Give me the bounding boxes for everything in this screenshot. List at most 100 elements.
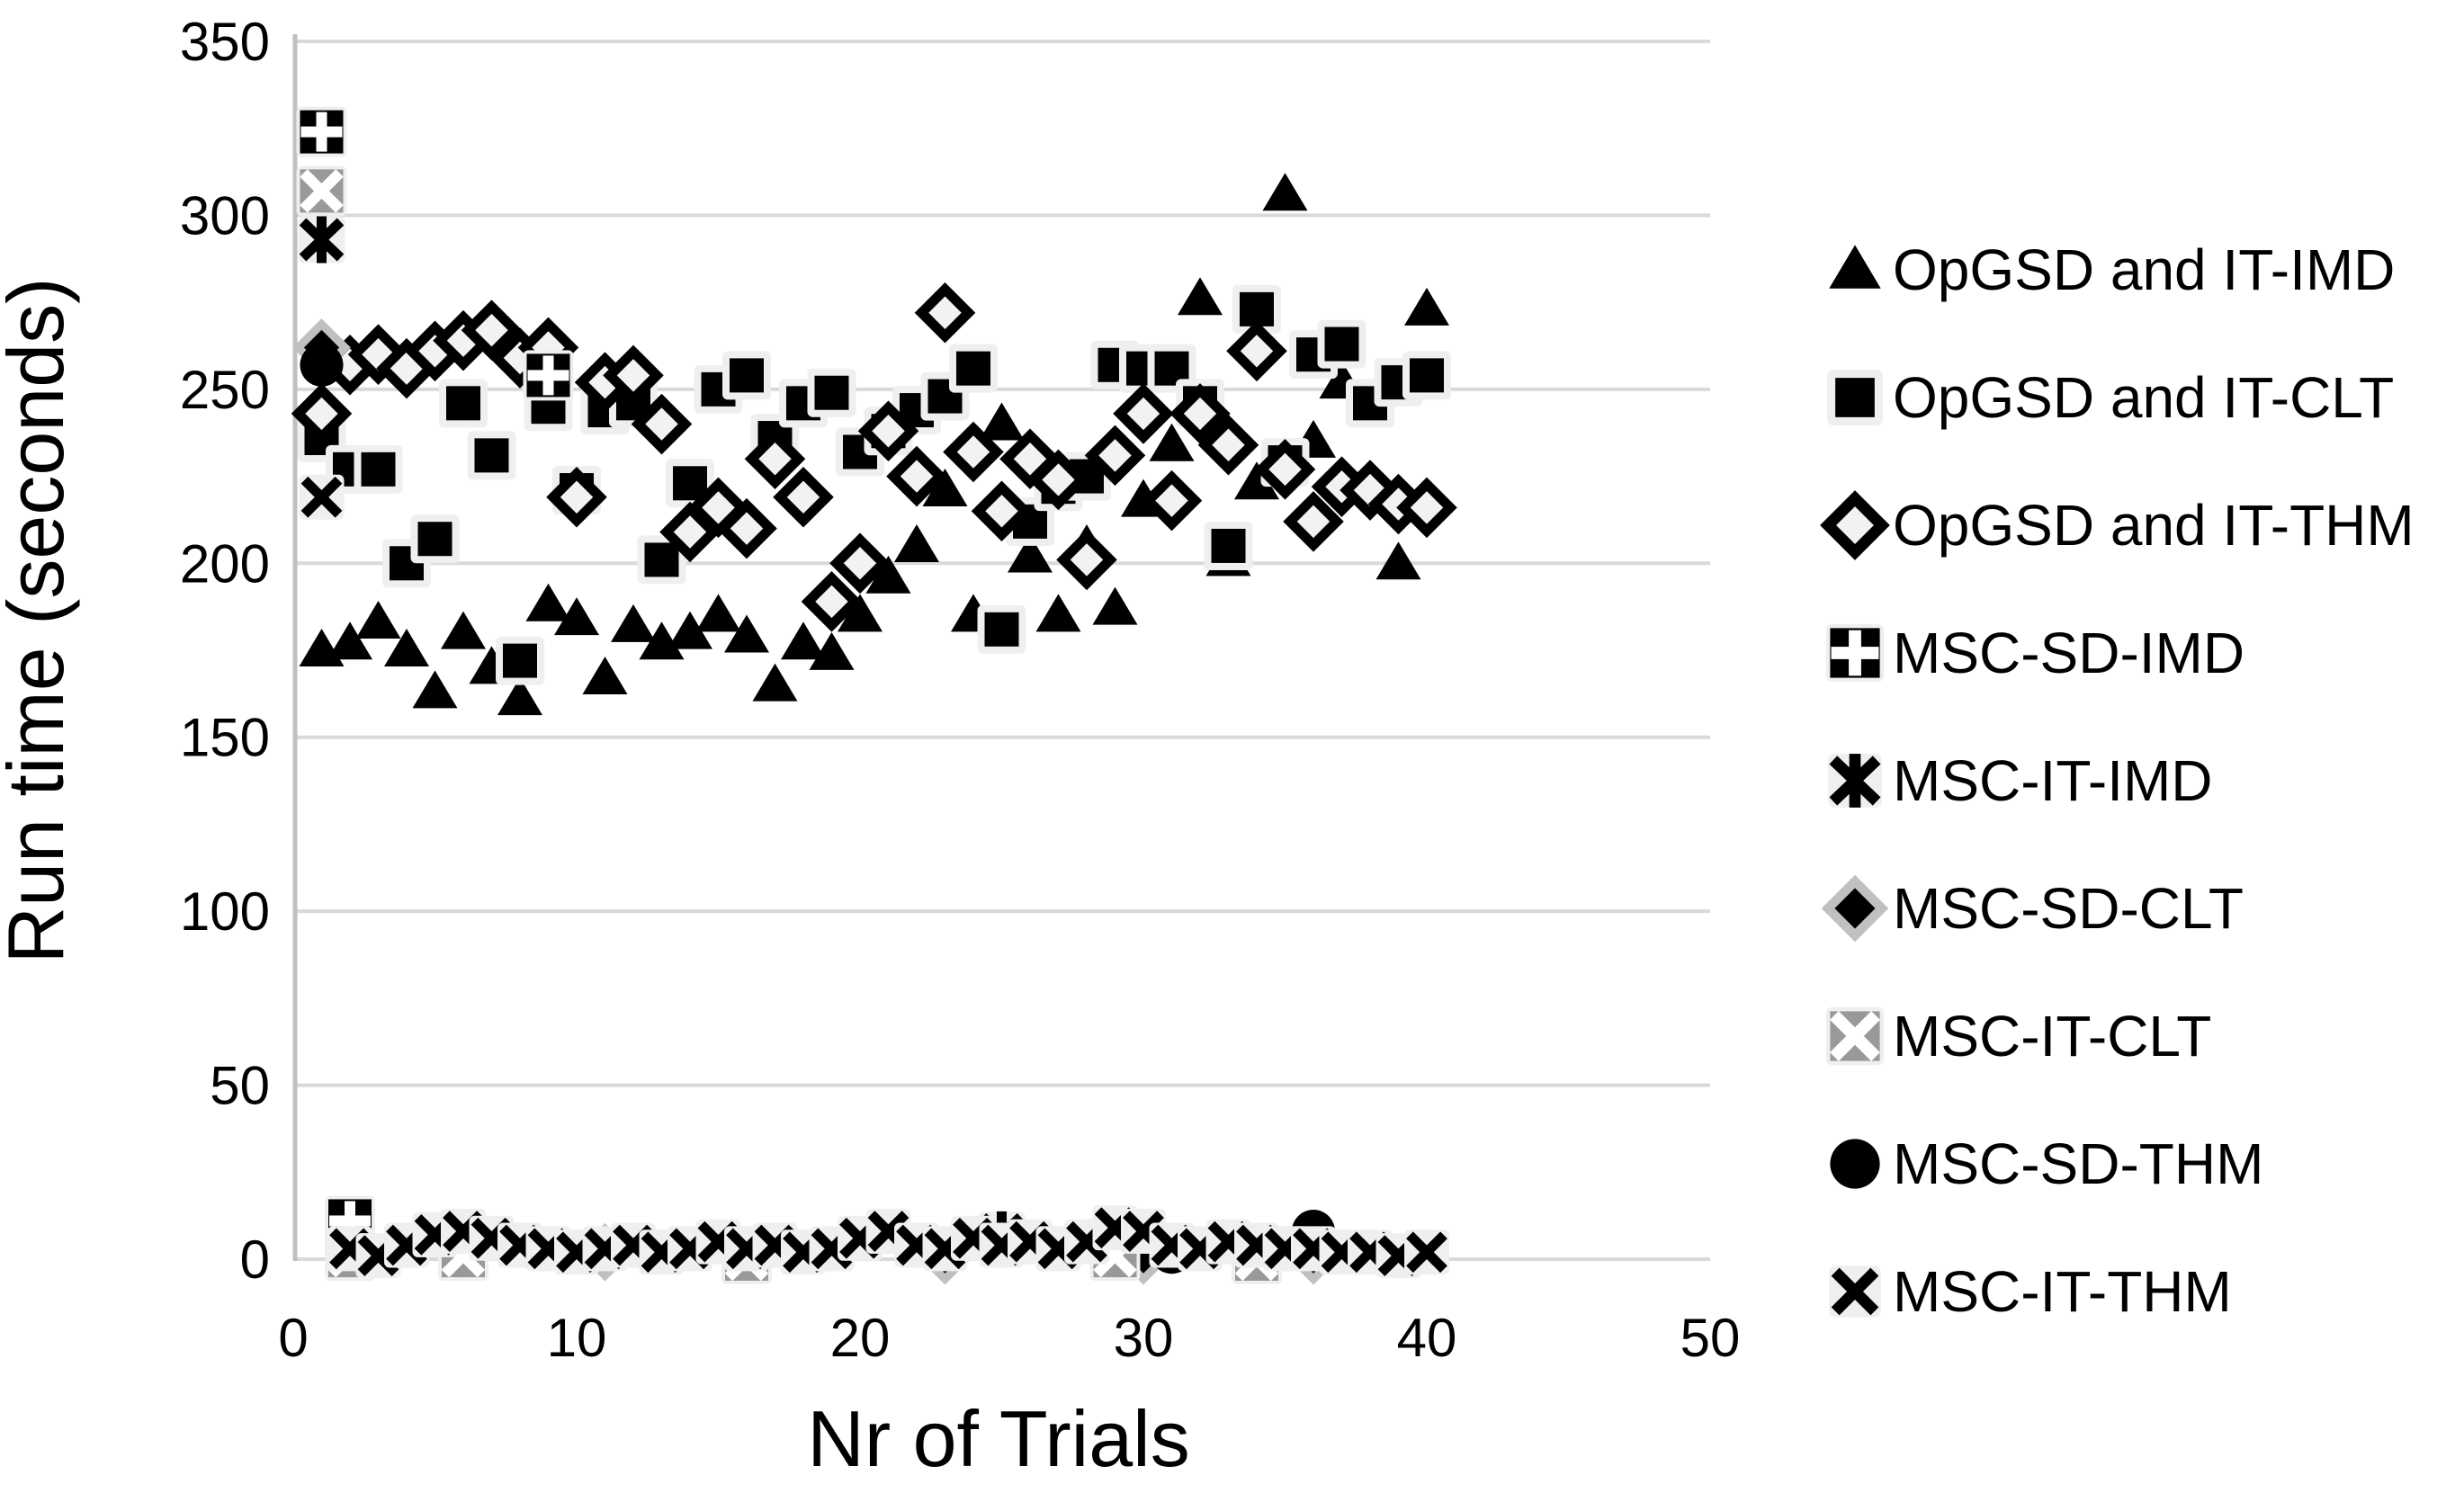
legend-label: MSC-SD-IMD xyxy=(1893,621,2244,685)
square-marker xyxy=(1211,528,1246,563)
data-point xyxy=(914,282,976,344)
triangle-marker xyxy=(1008,534,1053,573)
y-tick-label-50: 50 xyxy=(210,1056,270,1116)
x-tick-label-30: 30 xyxy=(1114,1308,1174,1368)
data-point xyxy=(695,594,741,632)
x-stroke xyxy=(1123,1211,1164,1252)
triangle-marker xyxy=(1829,245,1881,289)
x-tick-label-40: 40 xyxy=(1397,1308,1457,1368)
open-diamond-marker xyxy=(687,477,749,539)
triangle-marker xyxy=(1035,594,1081,632)
triangle-marker xyxy=(865,555,911,594)
data-point xyxy=(1084,425,1146,487)
triangle-marker xyxy=(809,631,855,670)
data-point xyxy=(410,514,460,564)
data-point xyxy=(327,621,372,660)
open-diamond-marker xyxy=(829,532,891,595)
data-point xyxy=(299,474,345,520)
plus-vertical-bar xyxy=(542,355,554,396)
data-point xyxy=(801,571,863,632)
triangle-marker xyxy=(1149,423,1195,461)
data-point xyxy=(1254,439,1316,500)
open-diamond-marker xyxy=(857,400,919,462)
legend-label: OpGSD and IT-THM xyxy=(1893,493,2415,558)
triangle-marker xyxy=(611,603,656,642)
data-points xyxy=(291,106,1457,1285)
data-point xyxy=(546,467,607,528)
square-plus-icon xyxy=(1825,623,1885,683)
data-point xyxy=(1056,529,1117,591)
data-point xyxy=(1283,491,1344,552)
open-diamond-marker xyxy=(716,497,777,559)
data-point xyxy=(582,656,628,694)
data-point xyxy=(1234,461,1279,500)
data-point xyxy=(865,555,911,594)
asterisk-icon xyxy=(1828,754,1882,808)
open-diamond-marker xyxy=(603,344,664,407)
triangle-marker xyxy=(327,621,372,660)
data-point xyxy=(666,459,714,508)
triangle-marker xyxy=(497,677,542,716)
data-point xyxy=(441,611,486,649)
legend-item-opgsd-and-it-thm: OpGSD and IT-THM xyxy=(1820,490,2415,560)
open-diamond-marker xyxy=(1169,383,1231,444)
white-x-stroke xyxy=(300,169,344,213)
triangle-filled-icon xyxy=(1829,245,1881,289)
data-point xyxy=(497,677,542,716)
data-point xyxy=(971,480,1033,542)
data-point xyxy=(384,629,429,666)
triangle-marker xyxy=(384,629,429,666)
square-marker xyxy=(474,438,509,473)
legend-item-msc-it-clt: MSC-IT-CLT xyxy=(1825,1004,2211,1068)
y-tick-label-150: 150 xyxy=(180,708,270,768)
data-point xyxy=(298,216,345,264)
square-marker xyxy=(984,612,1019,647)
x-tick-label-50: 50 xyxy=(1680,1308,1741,1368)
open-diamond-marker xyxy=(1226,320,1287,382)
data-point xyxy=(1317,319,1366,369)
triangle-marker xyxy=(979,402,1025,441)
legend-label: MSC-SD-THM xyxy=(1893,1131,2263,1196)
diamond-filled-icon xyxy=(1821,874,1889,943)
data-point xyxy=(300,343,344,387)
triangle-marker xyxy=(582,656,628,694)
square-marker xyxy=(956,351,990,386)
data-point xyxy=(296,106,347,157)
legend-label: OpGSD and IT-IMD xyxy=(1893,237,2395,302)
data-point xyxy=(461,300,523,361)
triangle-marker xyxy=(752,663,798,702)
data-point xyxy=(439,379,488,428)
x-tick-label-20: 20 xyxy=(830,1308,891,1368)
y-tick-label-0: 0 xyxy=(240,1229,270,1290)
square-marker xyxy=(814,375,849,410)
data-point xyxy=(637,535,686,585)
data-point xyxy=(1141,469,1203,532)
data-point xyxy=(829,532,891,595)
data-point xyxy=(1262,173,1308,211)
data-point xyxy=(554,597,599,636)
plus-vertical-bar xyxy=(316,112,327,152)
square-marker xyxy=(417,522,452,557)
data-point xyxy=(773,467,834,528)
data-point xyxy=(1092,586,1138,625)
open-diamond-marker xyxy=(1141,469,1203,532)
x-mark-icon xyxy=(1829,1265,1881,1318)
data-point xyxy=(894,523,939,562)
x-axis-title: Nr of Trials xyxy=(807,1394,1189,1483)
y-tick-label-200: 200 xyxy=(180,533,270,594)
data-point xyxy=(1197,414,1259,476)
data-point xyxy=(1375,541,1421,580)
data-point xyxy=(999,428,1061,490)
data-point xyxy=(354,444,403,494)
data-point xyxy=(355,601,401,639)
series-msc-it-thm xyxy=(299,474,1449,1279)
open-diamond-marker xyxy=(1027,449,1089,511)
data-point xyxy=(752,663,798,702)
triangle-marker xyxy=(838,594,883,632)
data-point xyxy=(1232,284,1281,334)
square-marker xyxy=(730,358,764,393)
data-point xyxy=(1226,320,1287,382)
y-axis-tick-labels: 0 50 100 150 200 250 300 350 xyxy=(180,12,270,1290)
y-tick-label-350: 350 xyxy=(180,12,270,72)
